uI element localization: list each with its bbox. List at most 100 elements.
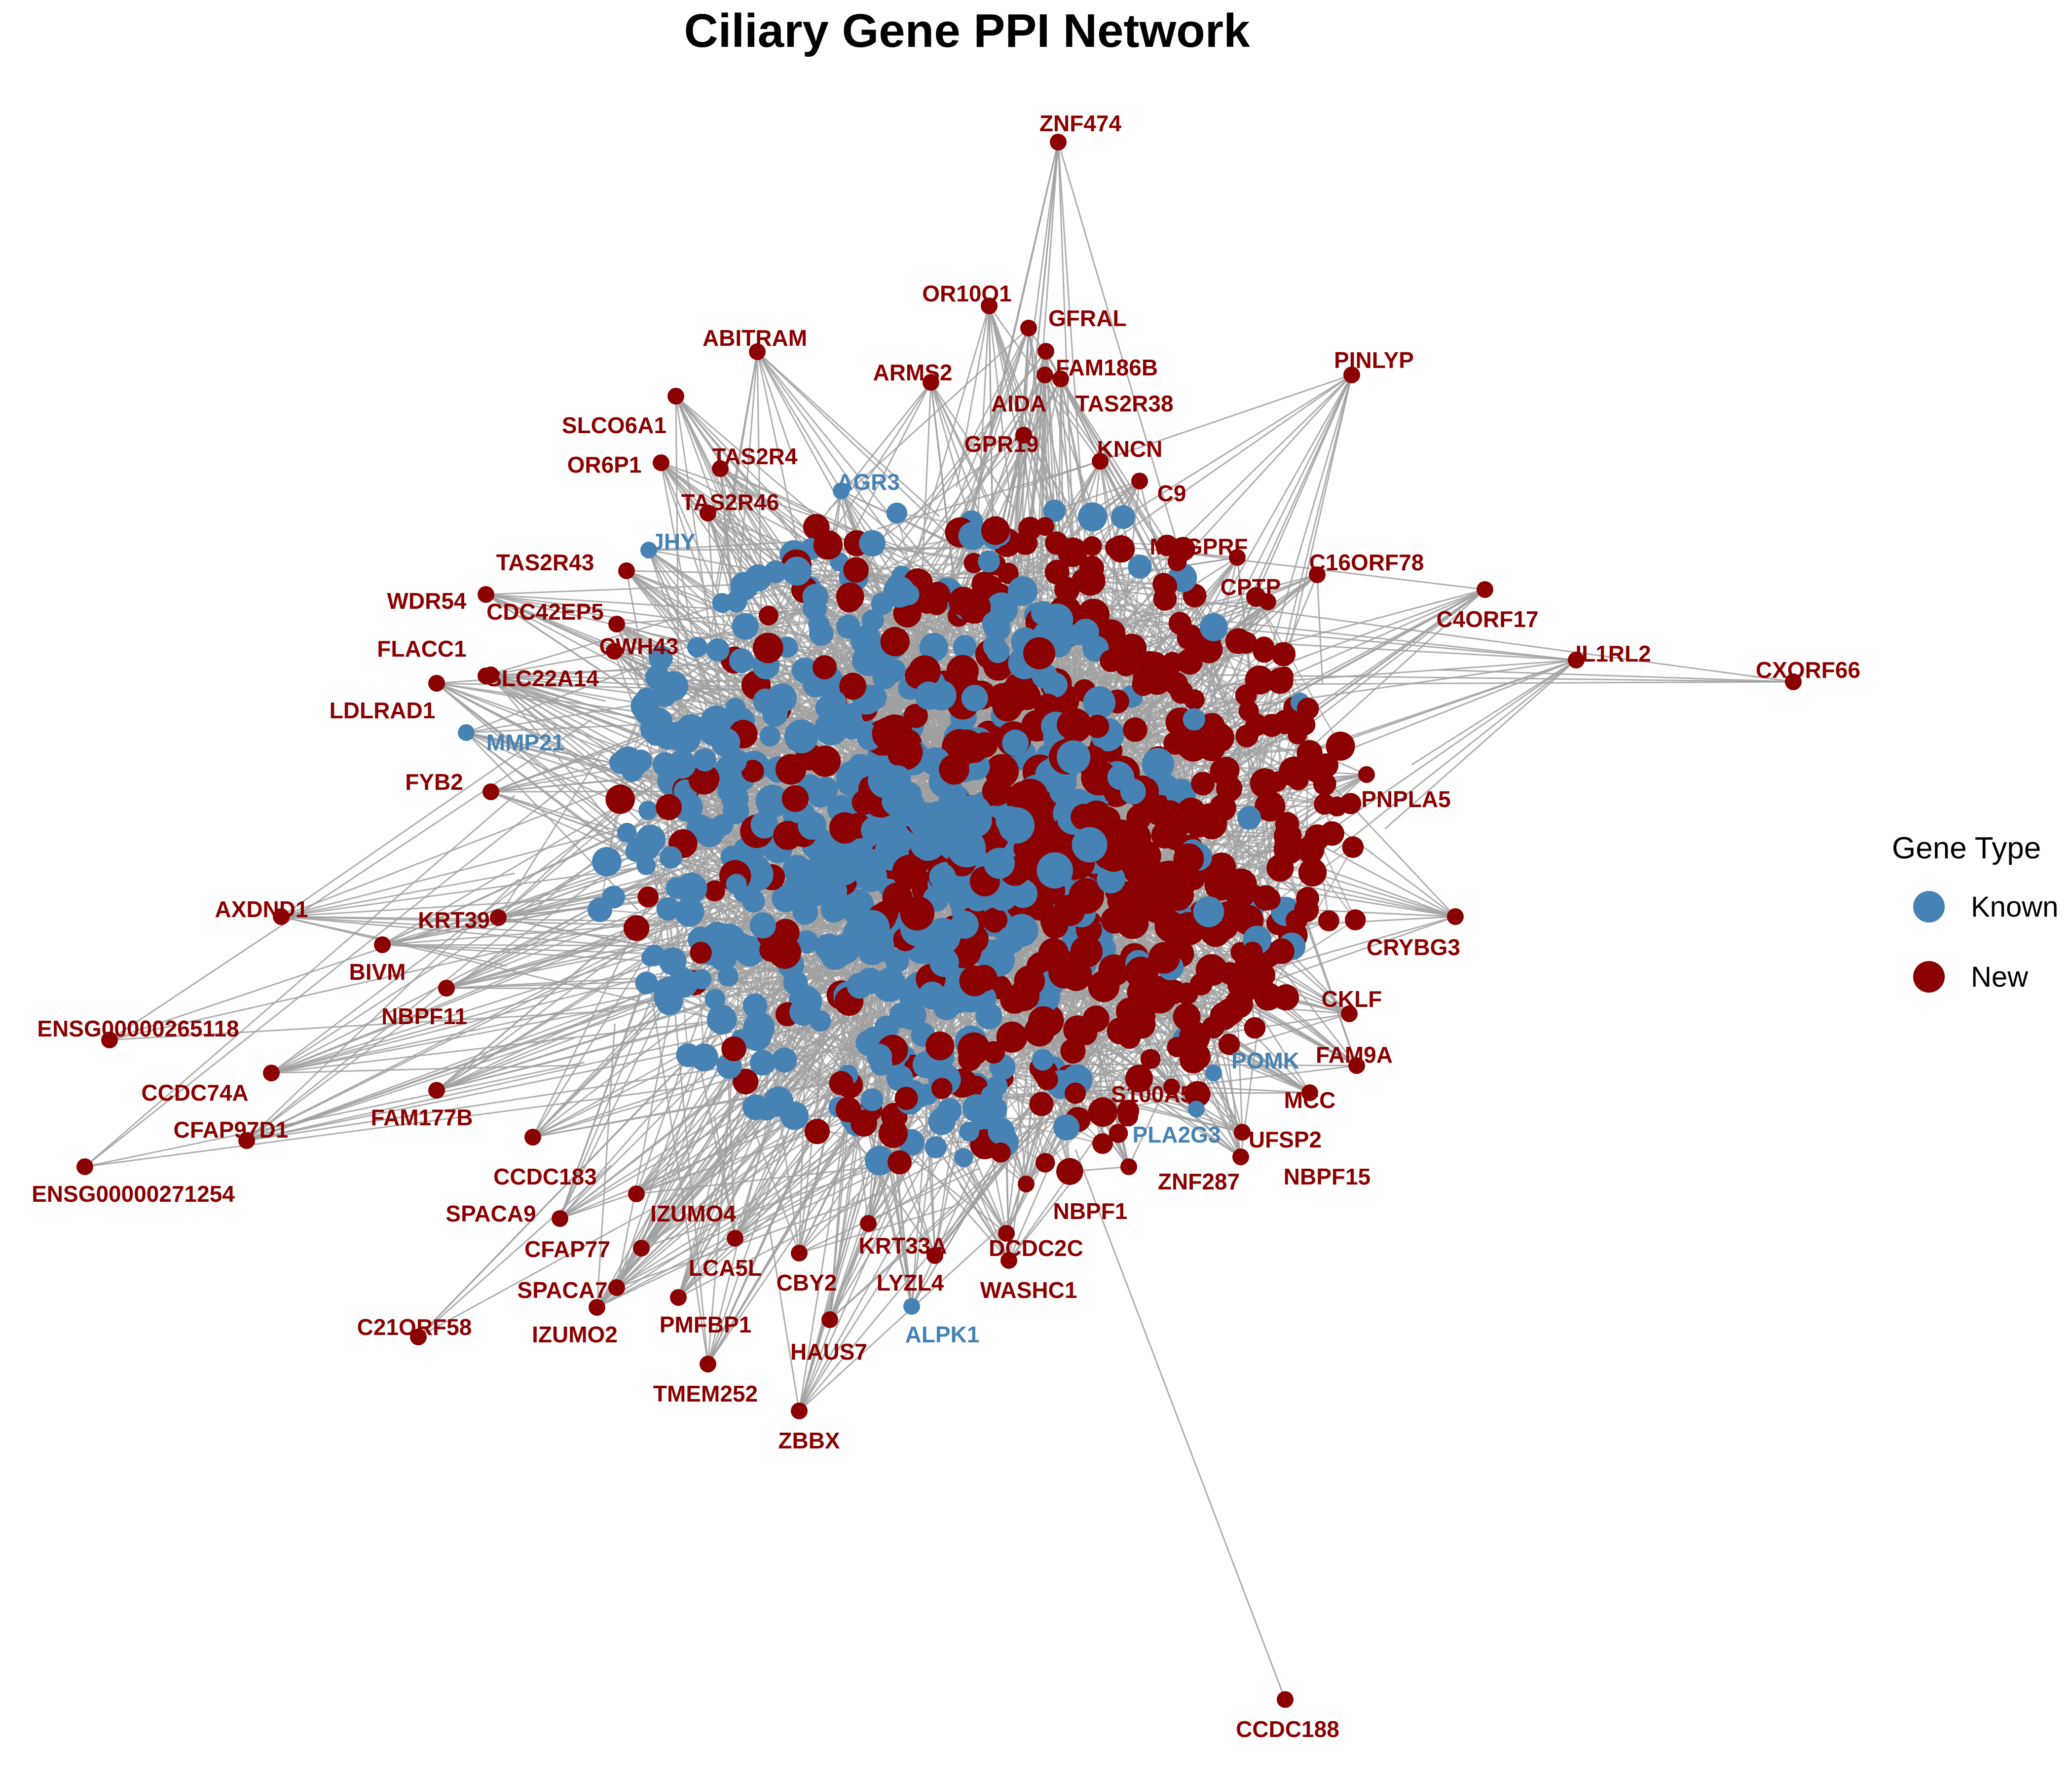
network-node	[982, 907, 1008, 933]
node-label-pinlyp: PINLYP	[1334, 347, 1414, 373]
network-node	[939, 754, 969, 785]
edge	[798, 1216, 1013, 1412]
edge	[616, 910, 813, 1288]
edge	[1029, 977, 1310, 1094]
network-node	[859, 530, 886, 557]
node-znf287	[1120, 1158, 1137, 1175]
network-node	[1072, 827, 1108, 863]
edge	[798, 947, 874, 1411]
network-node	[880, 627, 910, 657]
network-node	[1002, 729, 1029, 756]
network-node	[1253, 640, 1276, 663]
edge	[84, 795, 516, 1168]
node-label-arms2: ARMS2	[873, 360, 952, 385]
network-node	[1273, 833, 1304, 864]
network-node	[704, 880, 725, 902]
network-node	[634, 700, 654, 720]
node-label-fyb2: FYB2	[405, 769, 463, 795]
edge	[713, 1115, 736, 1239]
node-izumo4	[628, 1185, 645, 1202]
legend-new-label: New	[1971, 961, 2029, 993]
network-node	[1128, 555, 1152, 579]
node-label-c16orf78: C16ORF78	[1309, 550, 1424, 575]
node-label-lca5l: LCA5L	[689, 1255, 762, 1281]
network-node	[605, 784, 635, 814]
network-node	[784, 719, 818, 753]
edge	[707, 840, 752, 1365]
edge	[1115, 557, 1238, 747]
node-znf474	[1050, 134, 1067, 150]
network-node	[1140, 1049, 1161, 1070]
network-node	[1242, 941, 1263, 962]
network-node	[1163, 732, 1186, 755]
node-s100a5	[1163, 1078, 1180, 1095]
node-label-pnpla5: PNPLA5	[1361, 786, 1450, 812]
node-ensg00000271254	[76, 1158, 93, 1175]
node-label-ccdc183: CCDC183	[493, 1164, 597, 1189]
network-node	[704, 989, 726, 1010]
network-node	[706, 1004, 737, 1035]
edge	[1031, 599, 1577, 661]
node-agr3	[833, 482, 850, 499]
edge	[436, 872, 694, 1091]
network-node	[820, 896, 847, 923]
network-node	[854, 910, 890, 946]
network-node	[915, 681, 943, 710]
edge	[707, 975, 886, 1365]
network-node	[888, 1150, 912, 1175]
node-axdnd1	[273, 908, 290, 925]
node-label-alpk1: ALPK1	[905, 1322, 980, 1347]
edge	[84, 1062, 585, 1168]
edge	[1052, 480, 1140, 512]
network-node	[991, 1143, 1011, 1163]
network-node	[676, 1043, 700, 1068]
network-node	[1109, 1123, 1128, 1143]
network-node	[667, 750, 696, 779]
network-node	[688, 763, 720, 795]
network-node	[1024, 1016, 1055, 1047]
network-node	[721, 1036, 746, 1062]
core-nodes	[588, 499, 1366, 1185]
node-label-lyzl4: LYZL4	[877, 1270, 944, 1295]
node-label-izumo2: IZUMO2	[532, 1322, 618, 1347]
node-pmfbp1	[670, 1289, 687, 1306]
network-node	[674, 897, 704, 927]
network-node	[1224, 877, 1257, 908]
legend-known-marker	[1913, 891, 1945, 923]
edge	[1194, 374, 1353, 737]
network-node	[1135, 978, 1166, 1010]
node-label-ensg00000271254: ENSG00000271254	[32, 1181, 235, 1207]
network-node	[782, 556, 812, 586]
network-node	[813, 655, 837, 680]
node-zbbx	[791, 1403, 808, 1419]
network-node	[813, 530, 843, 560]
network-node	[986, 639, 1010, 664]
network-node	[1036, 852, 1073, 889]
edge	[768, 1224, 800, 1411]
edge	[877, 460, 1101, 530]
network-node	[1235, 631, 1258, 654]
network-node	[1086, 714, 1110, 738]
network-node	[623, 915, 650, 941]
edge	[1300, 589, 1485, 732]
edge	[1005, 872, 1175, 1234]
network-node	[960, 734, 989, 763]
edge	[436, 1037, 575, 1091]
network-node	[1123, 717, 1147, 742]
node-tas2r4	[712, 460, 729, 477]
edge	[1075, 374, 1352, 568]
network-node	[1153, 574, 1177, 598]
node-cwh43	[606, 643, 623, 660]
node-label-axdnd1: AXDND1	[215, 896, 308, 922]
node-cby2	[791, 1245, 808, 1261]
edge	[1008, 1175, 1078, 1261]
network-node	[1083, 686, 1116, 719]
network-node	[1179, 1021, 1211, 1053]
network-node	[1244, 1017, 1266, 1039]
network-node	[961, 685, 988, 712]
network-node	[725, 698, 745, 718]
network-node	[1198, 713, 1225, 740]
network-node	[1023, 637, 1056, 669]
